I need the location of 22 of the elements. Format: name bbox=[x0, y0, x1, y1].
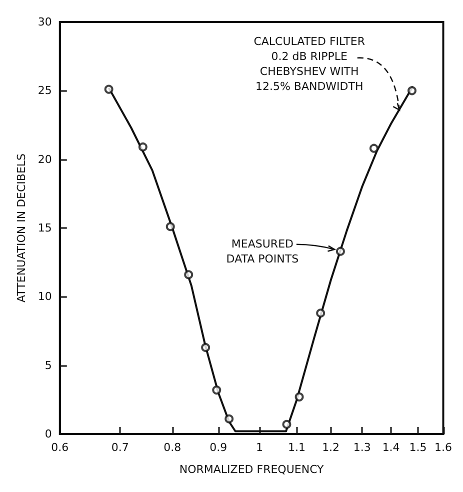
y-tick-label: 10 bbox=[38, 290, 52, 304]
x-tick-label: 1.6 bbox=[434, 441, 452, 454]
x-tick-label: 1.1 bbox=[288, 441, 306, 454]
y-tick-label: 0 bbox=[44, 428, 52, 440]
annotation: CALCULATED FILTER 0.2 dB RIPPLE CHEBYSHEV WITH 12.5% BANDWIDTH bbox=[254, 34, 366, 93]
x-tick-label: 1 bbox=[256, 441, 264, 454]
x-tick-label: 1.3 bbox=[353, 441, 371, 454]
y-tick-label: 15 bbox=[38, 222, 52, 234]
x-tick-label: 0.8 bbox=[164, 441, 182, 454]
x-tick-label: 1.4 bbox=[382, 441, 400, 454]
y-axis-title: ATTENUATION IN DECIBELS bbox=[15, 153, 28, 303]
x-tick-label: 0.9 bbox=[210, 441, 228, 454]
y-tick-label: 30 bbox=[38, 16, 52, 28]
x-axis-title: NORMALIZED FREQUENCY bbox=[179, 463, 324, 476]
x-tick-label: 1.5 bbox=[409, 441, 427, 454]
x-tick-label: 0.6 bbox=[51, 441, 69, 454]
x-tick-label: 1.2 bbox=[322, 441, 340, 454]
y-tick-label: 20 bbox=[38, 152, 52, 166]
y-tick-label: 25 bbox=[38, 84, 52, 98]
y-tick-label: 5 bbox=[44, 358, 52, 372]
x-tick-label: 0.7 bbox=[111, 441, 129, 454]
annotation: MEASURED DATA POINTS bbox=[226, 237, 299, 266]
